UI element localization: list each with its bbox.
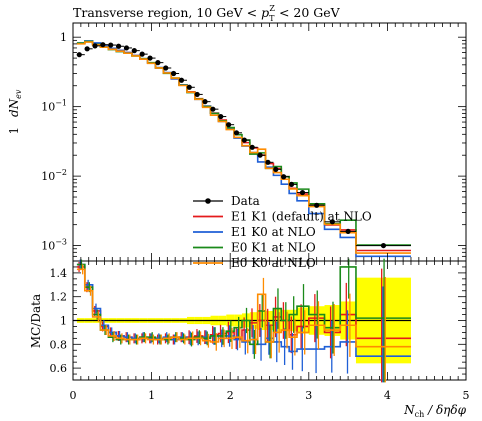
x-tick-label: 3 (305, 389, 312, 402)
data-point (123, 45, 130, 51)
y-tick-label-top: 10−1 (41, 99, 67, 114)
y-tick-label-ratio: 1.4 (50, 267, 68, 280)
data-point (249, 144, 255, 150)
y-tick-label-ratio: 1.2 (50, 291, 68, 304)
data-point (178, 77, 185, 83)
y-tick-label-top: 10−2 (41, 168, 67, 183)
data-point (171, 70, 177, 77)
legend-label: Data (231, 194, 260, 208)
data-point (288, 181, 295, 187)
data-point (186, 84, 192, 90)
x-tick-label: 1 (148, 389, 155, 402)
legend-label: E1 K1 (default) at NLO (231, 210, 372, 224)
data-point (233, 130, 240, 136)
legend-label: E1 K0 at NLO (231, 225, 316, 239)
legend-marker-data (205, 198, 211, 204)
series-line-ratio (76, 263, 411, 346)
y-axis-label-bottom: MC/Data (29, 294, 43, 348)
data-point (257, 152, 263, 158)
y-tick-label-top: 10−3 (41, 238, 67, 253)
y-axis-label-top: 1 dNev (7, 89, 23, 134)
data-point (299, 189, 306, 196)
axis-ticks-group (72, 23, 467, 381)
y-tick-label-ratio: 1 (60, 315, 67, 328)
data-point (163, 65, 169, 71)
data-point (84, 46, 90, 52)
data-point (380, 242, 387, 249)
series-line-ratio (76, 268, 411, 348)
y-tick-label-ratio: 0.6 (50, 362, 68, 375)
data-point (155, 60, 161, 66)
ratio-series-group (76, 258, 411, 383)
x-tick-label: 5 (463, 389, 470, 402)
series-line-top (76, 41, 411, 254)
legend-label: E0 K0 at NLO (231, 256, 316, 270)
data-point (92, 43, 98, 49)
svg-text:1 dNev: 1 dNev (7, 89, 23, 134)
data-point (76, 52, 82, 58)
data-point (273, 166, 279, 172)
data-point (131, 48, 137, 54)
data-point (314, 202, 320, 208)
y-tick-label-top: 1 (60, 31, 67, 44)
data-point (194, 91, 200, 98)
x-axis-label: Nch / δηδφ (403, 403, 466, 419)
data-points-group (76, 42, 411, 249)
data-point (115, 43, 122, 49)
data-point (139, 51, 145, 57)
tick-labels-group: 0 1 2 3 4 5 10−3 10−2 10−1 1 0.6 0.8 1 1.2 1.4 (41, 31, 469, 402)
data-point (202, 99, 208, 105)
data-point (281, 174, 287, 180)
x-tick-label: 2 (227, 389, 234, 402)
x-tick-label: 0 (70, 389, 77, 402)
data-point (218, 113, 224, 120)
y-tick-label-ratio: 0.8 (50, 338, 68, 351)
data-point (100, 42, 106, 48)
data-point (147, 55, 153, 61)
legend-label: E0 K1 at NLO (231, 241, 316, 255)
data-point (265, 159, 271, 165)
data-point (329, 219, 335, 225)
data-point (108, 42, 114, 48)
data-point (210, 106, 216, 112)
data-point (345, 228, 351, 235)
data-point (226, 122, 232, 128)
data-point (241, 137, 247, 143)
chart-title: Transverse region, 10 GeV < pTZ < 20 GeV (73, 4, 341, 23)
x-tick-label: 4 (384, 389, 391, 402)
